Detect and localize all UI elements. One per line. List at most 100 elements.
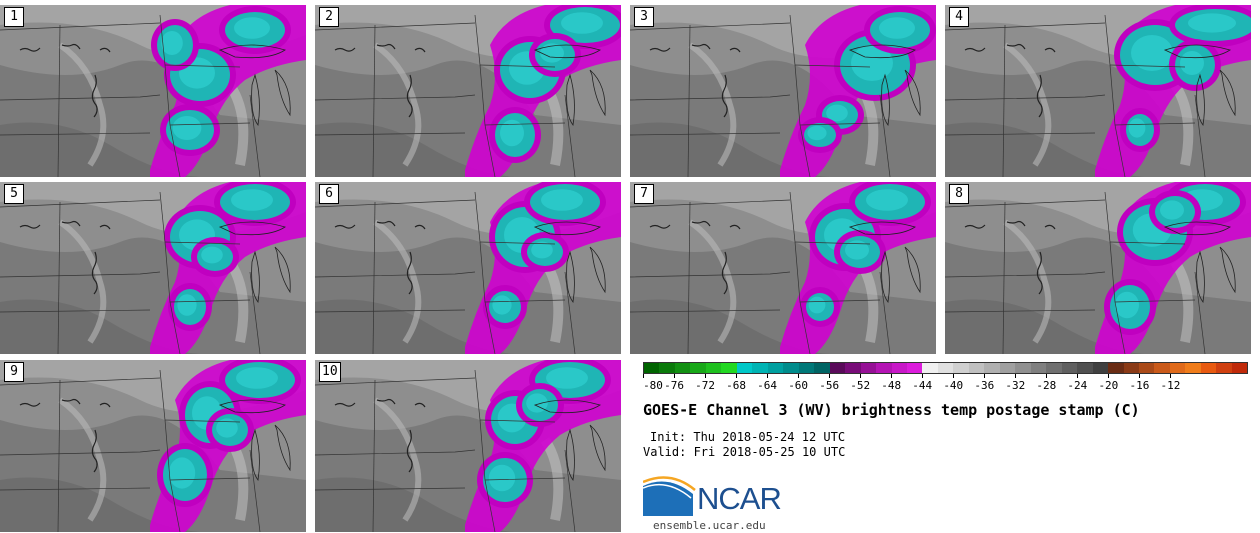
colorbar-segment bbox=[814, 363, 830, 373]
colorbar-segment bbox=[1015, 363, 1031, 373]
ensemble-member-panel: 8 bbox=[945, 182, 1251, 354]
panel-number-label: 9 bbox=[4, 362, 24, 382]
ensemble-member-panel: 6 bbox=[315, 182, 621, 354]
colorbar-tick-mark bbox=[767, 374, 769, 378]
colorbar-segment bbox=[752, 363, 768, 373]
colorbar-tick-mark bbox=[829, 374, 831, 378]
colorbar-tick-label: -24 bbox=[1067, 379, 1088, 392]
colorbar-segment bbox=[1061, 363, 1078, 373]
colorbar-tick-label: -76 bbox=[664, 379, 684, 392]
website-url: ensemble.ucar.edu bbox=[653, 519, 766, 532]
colorbar-segment bbox=[1216, 363, 1232, 373]
colorbar-segment bbox=[1169, 363, 1186, 373]
colorbar-segment bbox=[659, 363, 675, 373]
colorbar-ticks: -80 -76 -72 -68 -64 -60 -56 -52 -48 -44 -40 -36 -32-… bbox=[643, 374, 1248, 394]
colorbar-segment bbox=[1077, 363, 1093, 373]
ensemble-member-panel: 2 bbox=[315, 5, 621, 177]
water-vapor-map bbox=[630, 5, 936, 177]
panel-number-label: 6 bbox=[319, 184, 339, 204]
colorbar-segment bbox=[891, 363, 907, 373]
colorbar-segment bbox=[984, 363, 1000, 373]
colorbar-tick-label: -60 bbox=[788, 379, 809, 392]
valid-time: Valid: Fri 2018-05-25 10 UTC bbox=[643, 445, 846, 459]
colorbar-segment bbox=[1092, 363, 1109, 373]
panel-number-label: 2 bbox=[319, 7, 339, 27]
colorbar-tick-mark bbox=[1170, 374, 1172, 378]
colorbar-tick-label: -72 bbox=[695, 379, 715, 392]
colorbar-tick-label: -80 bbox=[643, 379, 663, 392]
ensemble-member-panel: 7 bbox=[630, 182, 936, 354]
colorbar-segment bbox=[953, 363, 969, 373]
colorbar-segment bbox=[1231, 363, 1248, 373]
ensemble-member-panel: 4 bbox=[945, 5, 1251, 177]
water-vapor-map bbox=[315, 182, 621, 354]
colorbar-tick-label: -52 bbox=[850, 379, 871, 392]
colorbar-tick-mark bbox=[984, 374, 986, 378]
ensemble-member-panel: 1 bbox=[0, 5, 306, 177]
colorbar-segment bbox=[798, 363, 815, 373]
water-vapor-map bbox=[0, 5, 306, 177]
colorbar-segment bbox=[674, 363, 691, 373]
colorbar-segment bbox=[829, 363, 846, 373]
colorbar-segment bbox=[705, 363, 722, 373]
colorbar-tick-mark bbox=[891, 374, 893, 378]
colorbar-segment bbox=[906, 363, 923, 373]
panel-number-label: 8 bbox=[949, 184, 969, 204]
colorbar-tick-mark bbox=[1046, 374, 1048, 378]
panel-number-label: 1 bbox=[4, 7, 24, 27]
water-vapor-map bbox=[0, 360, 306, 532]
colorbar-tick-label: -12 bbox=[1160, 379, 1181, 392]
colorbar-tick-mark bbox=[1015, 374, 1017, 378]
colorbar-tick-mark bbox=[736, 374, 738, 378]
colorbar-tick-mark bbox=[798, 374, 800, 378]
colorbar-tick-label: -56 bbox=[819, 379, 840, 392]
colorbar-tick-label: -32 bbox=[1005, 379, 1026, 392]
colorbar-segment bbox=[1108, 363, 1124, 373]
colorbar-tick-mark bbox=[643, 374, 644, 378]
colorbar-segment bbox=[860, 363, 877, 373]
ensemble-member-panel: 10 bbox=[315, 360, 621, 532]
colorbar-tick-label: -20 bbox=[1098, 379, 1119, 392]
colorbar-tick-mark bbox=[953, 374, 955, 378]
colorbar-tick-label: -40 bbox=[943, 379, 964, 392]
product-title: GOES-E Channel 3 (WV) brightness temp po… bbox=[643, 401, 1140, 419]
colorbar-tick-label: -48 bbox=[881, 379, 902, 392]
colorbar-tick-label: -28 bbox=[1036, 379, 1057, 392]
colorbar bbox=[643, 362, 1248, 374]
panel-number-label: 5 bbox=[4, 184, 24, 204]
colorbar-segment bbox=[999, 363, 1016, 373]
colorbar-segment bbox=[845, 363, 861, 373]
colorbar-tick-mark bbox=[674, 374, 676, 378]
colorbar-segment bbox=[783, 363, 799, 373]
water-vapor-map bbox=[945, 5, 1251, 177]
panel-number-label: 7 bbox=[634, 184, 654, 204]
colorbar-segment bbox=[1154, 363, 1170, 373]
colorbar-tick-mark bbox=[922, 374, 924, 378]
water-vapor-map bbox=[630, 182, 936, 354]
colorbar-tick-label: -36 bbox=[974, 379, 995, 392]
ncar-logo-icon bbox=[643, 476, 696, 516]
colorbar-segment bbox=[1046, 363, 1062, 373]
colorbar-segment bbox=[767, 363, 784, 373]
colorbar-segment bbox=[968, 363, 985, 373]
colorbar-segment bbox=[690, 363, 706, 373]
ensemble-member-panel: 3 bbox=[630, 5, 936, 177]
panel-number-label: 3 bbox=[634, 7, 654, 27]
colorbar-tick-label: -64 bbox=[757, 379, 778, 392]
colorbar-tick-mark bbox=[1077, 374, 1079, 378]
colorbar-tick-label: -44 bbox=[912, 379, 933, 392]
colorbar-segment bbox=[644, 363, 660, 373]
colorbar-segment bbox=[1200, 363, 1217, 373]
colorbar-segment bbox=[1123, 363, 1139, 373]
water-vapor-map bbox=[945, 182, 1251, 354]
water-vapor-map bbox=[0, 182, 306, 354]
colorbar-segment bbox=[876, 363, 892, 373]
colorbar-segment bbox=[1185, 363, 1201, 373]
water-vapor-map bbox=[315, 5, 621, 177]
ncar-logo-text: NCAR bbox=[697, 481, 782, 516]
colorbar-segment bbox=[721, 363, 737, 373]
init-time: Init: Thu 2018-05-24 12 UTC bbox=[650, 430, 846, 444]
colorbar-tick-label: -68 bbox=[726, 379, 746, 392]
colorbar-tick-mark bbox=[1139, 374, 1141, 378]
colorbar-segment bbox=[736, 363, 753, 373]
